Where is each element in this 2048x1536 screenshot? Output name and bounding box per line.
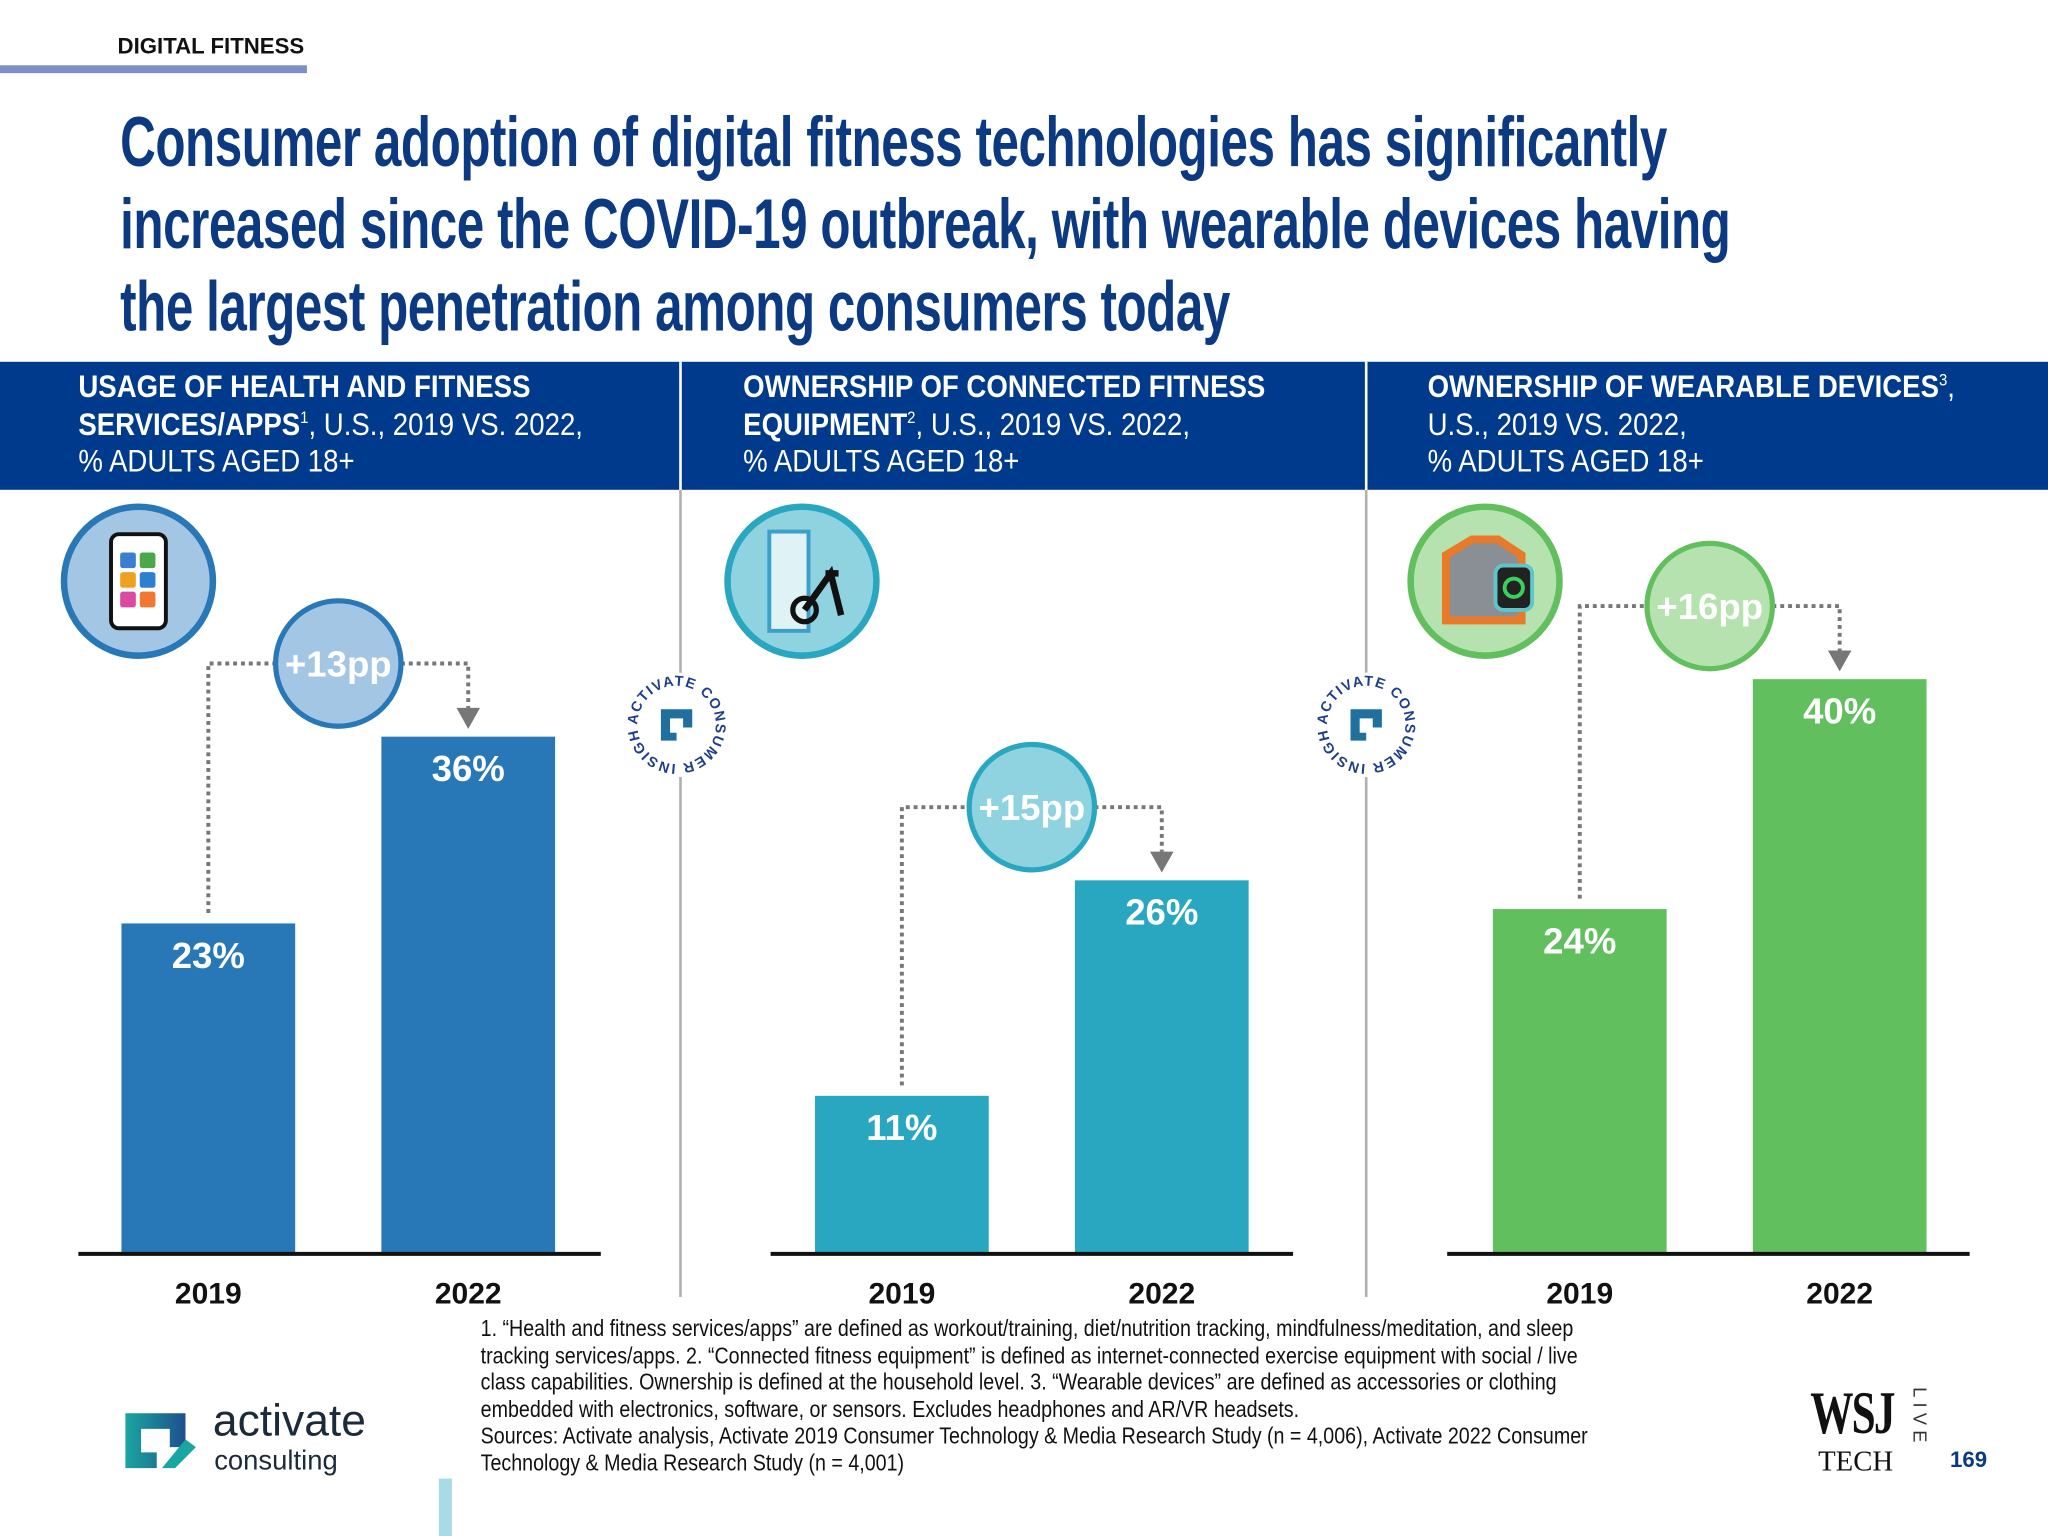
x-tick-label: 2022 (1128, 1278, 1195, 1311)
connector-line (1577, 604, 1648, 899)
smart-mirror-bike-icon-glyph (767, 529, 845, 633)
x-tick-label: 2019 (1546, 1278, 1613, 1311)
x-tick-label: 2022 (1806, 1278, 1873, 1311)
bar-2019 (121, 923, 296, 1254)
mirror (767, 529, 811, 633)
connector-line (206, 661, 276, 913)
panel-title-3: OWNERSHIP OF WEARABLE DEVICES3, U.S., 201… (1427, 369, 1955, 480)
section-underline (0, 65, 307, 74)
bar-2019 (1492, 909, 1667, 1254)
app-tile (120, 572, 136, 588)
bar-value-label: 11% (866, 1107, 937, 1148)
app-tile (120, 552, 136, 569)
logo-subtext: consulting (214, 1445, 338, 1476)
connector-line (899, 805, 970, 1086)
bar-value-label: 26% (1125, 892, 1198, 933)
title-line: Consumer adoption of digital fitness tec… (120, 103, 1667, 182)
bike-frame (801, 565, 845, 616)
bar-value-label: 36% (432, 748, 505, 789)
activate-mark-icon (1350, 709, 1382, 741)
bar-2019 (815, 1095, 989, 1254)
phone-body (109, 532, 168, 631)
delta-label: +15pp (978, 787, 1085, 828)
accent-bar (438, 1478, 452, 1536)
bar-value-label: 24% (1543, 920, 1616, 961)
page-title: Consumer adoption of digital fitness tec… (120, 102, 1731, 349)
arrow-down-icon (1827, 650, 1852, 672)
x-tick-label: 2019 (175, 1278, 242, 1311)
app-tile (139, 552, 156, 569)
section-label: DIGITAL FITNESS (117, 33, 305, 59)
arrow-down-icon (1150, 851, 1174, 873)
bar-2022 (1752, 679, 1927, 1254)
delta-label: +16pp (1656, 586, 1763, 627)
panel-title-2: OWNERSHIP OF CONNECTED FITNESS EQUIPMENT2… (743, 369, 1266, 480)
x-tick-label: 2019 (868, 1278, 935, 1311)
panel-header-band (0, 361, 2048, 490)
app-tile (139, 572, 156, 588)
footnotes: 1. “Health and fitness services/apps” ar… (480, 1315, 1588, 1476)
title-line: increased since the COVID-19 outbreak, w… (120, 185, 1731, 264)
seal-bg (624, 672, 729, 778)
seal-text: ACTIVATE CONSUMER INSIGHT (0, 0, 1418, 776)
connector-line (1094, 805, 1164, 852)
app-tile (139, 591, 156, 608)
bar-2022 (381, 736, 556, 1254)
connector-line (400, 661, 471, 708)
bike-wheel (790, 595, 819, 625)
shirt-smartwatch-icon-glyph (1441, 535, 1535, 625)
watch (1493, 563, 1535, 612)
wsj-tech: TECH (1818, 1444, 1894, 1478)
title-line: the largest penetration among consumers … (120, 267, 1230, 347)
delta-label: +13pp (285, 644, 392, 685)
x-tick-label: 2022 (435, 1278, 502, 1311)
logo-text: activate (212, 1396, 366, 1446)
wsj-live: LIVE (1909, 1387, 1931, 1448)
bar-value-label: 40% (1803, 691, 1876, 732)
seal-bg (1313, 672, 1419, 778)
panel-divider (1364, 361, 1368, 1297)
arrow-down-icon (456, 707, 480, 729)
connector-line (1772, 604, 1842, 651)
panel-divider (679, 361, 682, 1297)
bar-value-label: 23% (172, 935, 245, 976)
bar-2022 (1074, 880, 1249, 1254)
activate-consumer-insight-seal: ACTIVATE CONSUMER INSIGHT (0, 0, 1419, 778)
app-tile (120, 591, 136, 608)
delta-badge (966, 741, 1098, 873)
activity-ring (1502, 576, 1525, 599)
delta-badge (1644, 540, 1776, 672)
activate-mark-icon (660, 709, 693, 741)
panel-title-1: USAGE OF HEALTH AND FITNESS SERVICES/APPS… (78, 369, 583, 480)
page-number: 169 (1950, 1447, 1988, 1472)
activate-logo-icon (125, 1413, 196, 1469)
smartphone-apps-icon-glyph (109, 532, 168, 631)
wsj-logo: WSJ (1810, 1379, 1895, 1446)
delta-badge (272, 598, 404, 729)
